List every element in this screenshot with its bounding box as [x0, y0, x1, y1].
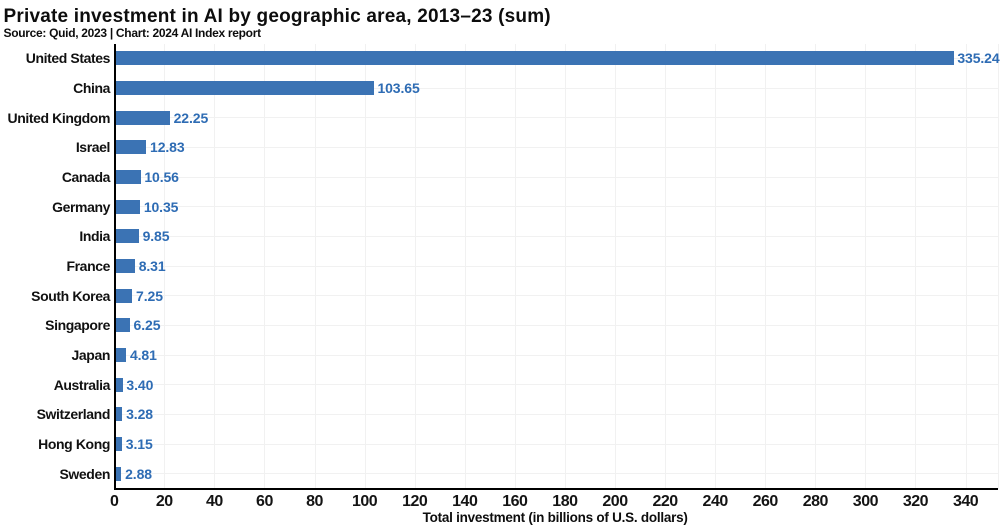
chart-subtitle: Source: Quid, 2023 | Chart: 2024 AI Inde…	[3, 26, 262, 41]
value-label: 103.65	[377, 80, 420, 96]
category-label: Japan	[71, 347, 111, 363]
y-gridline	[115, 235, 998, 237]
bar	[115, 288, 133, 303]
y-gridline	[115, 384, 998, 386]
category-label: France	[66, 258, 110, 274]
x-axis-title: Total investment (in billions of U.S. do…	[422, 510, 688, 525]
category-label: Singapore	[45, 317, 110, 334]
chart-title: Private investment in AI by geographic a…	[3, 5, 551, 27]
bar	[115, 110, 170, 125]
x-tick-label: 160	[502, 493, 528, 510]
x-tick-label: 60	[256, 493, 273, 510]
x-tick-label: 260	[752, 493, 779, 510]
x-tick-label: 100	[351, 493, 378, 510]
bar	[115, 437, 123, 451]
y-gridline	[115, 146, 998, 148]
value-label: 3.40	[126, 376, 154, 393]
bar	[115, 407, 123, 422]
bar	[115, 199, 141, 214]
bar	[115, 377, 123, 392]
bar	[115, 466, 122, 481]
bar	[115, 81, 374, 95]
x-tick-label: 180	[552, 493, 578, 510]
value-label: 22.25	[173, 109, 209, 126]
category-label: United States	[25, 50, 111, 67]
x-tick-label: 200	[602, 493, 628, 510]
x-tick-label: 340	[952, 493, 979, 510]
value-label: 10.56	[144, 169, 179, 185]
category-label: China	[73, 80, 110, 96]
x-tick-label: 120	[402, 493, 428, 510]
category-label: Australia	[53, 376, 111, 393]
x-tick-label: 320	[902, 493, 929, 510]
category-label: Canada	[61, 169, 111, 185]
value-label: 3.15	[125, 436, 153, 452]
bar	[115, 140, 147, 155]
x-tick-label: 140	[452, 493, 478, 510]
bar	[115, 170, 141, 184]
value-label: 2.88	[125, 465, 152, 482]
y-gridline	[115, 324, 998, 326]
y-gridline	[115, 206, 998, 208]
category-label: South Korea	[31, 287, 110, 304]
value-label: 9.85	[142, 228, 170, 245]
value-label: 3.28	[126, 406, 153, 423]
value-label: 10.35	[143, 198, 179, 215]
bar	[115, 51, 954, 66]
bar	[115, 259, 135, 273]
bar	[115, 348, 127, 362]
x-tick-label: 220	[652, 493, 678, 510]
value-label: 8.31	[138, 258, 166, 274]
category-label: India	[79, 228, 110, 245]
category-label: Switzerland	[36, 406, 111, 423]
x-tick-label: 240	[702, 493, 729, 510]
y-gridline	[115, 473, 998, 475]
category-label: Hong Kong	[38, 436, 110, 452]
y-gridline	[115, 117, 998, 119]
x-gridline	[998, 43, 999, 489]
category-label: United Kingdom	[7, 109, 111, 126]
category-label: Israel	[75, 139, 111, 156]
y-gridline	[115, 295, 998, 297]
category-label: Sweden	[59, 465, 110, 482]
y-gridline	[115, 413, 998, 415]
value-label: 7.25	[136, 287, 163, 304]
y-gridline	[115, 265, 998, 267]
x-tick-label: 20	[155, 493, 173, 510]
y-gridline	[115, 87, 998, 89]
value-label: 12.83	[150, 139, 185, 156]
x-tick-label: 0	[109, 493, 119, 510]
value-label: 6.25	[133, 317, 161, 334]
x-tick-label: 300	[852, 493, 879, 510]
y-gridline	[115, 354, 998, 356]
category-label: Germany	[52, 198, 110, 215]
y-axis-line	[113, 43, 116, 490]
x-axis-line	[113, 487, 998, 490]
value-label: 4.81	[129, 347, 157, 363]
y-gridline	[115, 176, 998, 178]
x-tick-label: 80	[306, 493, 323, 510]
x-tick-label: 40	[205, 493, 223, 510]
value-label: 335.24	[957, 50, 1000, 67]
y-gridline	[115, 443, 998, 445]
bar	[115, 229, 139, 244]
bar	[115, 318, 130, 333]
x-tick-label: 280	[802, 493, 829, 510]
